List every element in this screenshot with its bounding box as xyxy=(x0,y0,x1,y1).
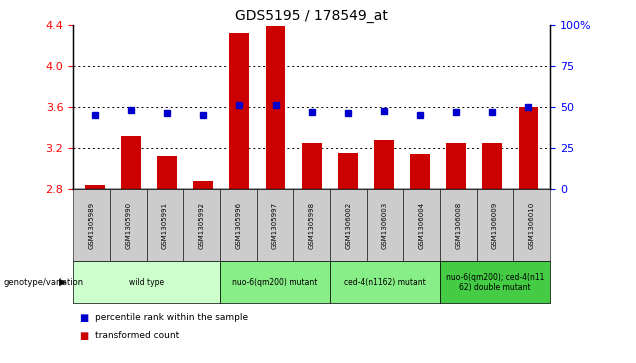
Text: GSM1305992: GSM1305992 xyxy=(198,201,205,249)
Text: ■: ■ xyxy=(80,331,89,341)
Bar xyxy=(230,33,249,189)
Text: ▶: ▶ xyxy=(59,277,67,287)
Text: wild type: wild type xyxy=(129,278,164,287)
Bar xyxy=(518,107,539,189)
Text: genotype/variation: genotype/variation xyxy=(3,278,83,287)
Bar xyxy=(157,156,177,189)
Bar xyxy=(121,136,141,189)
Text: GSM1306010: GSM1306010 xyxy=(529,201,535,249)
Text: GSM1305998: GSM1305998 xyxy=(308,201,315,249)
Bar xyxy=(482,143,502,189)
Text: GSM1305997: GSM1305997 xyxy=(272,201,278,249)
Text: nuo-6(qm200) mutant: nuo-6(qm200) mutant xyxy=(232,278,317,287)
Text: GSM1306004: GSM1306004 xyxy=(418,201,425,249)
Text: ■: ■ xyxy=(80,313,89,323)
Text: GSM1306003: GSM1306003 xyxy=(382,201,388,249)
Text: nuo-6(qm200); ced-4(n11
62) double mutant: nuo-6(qm200); ced-4(n11 62) double mutan… xyxy=(446,273,544,292)
Bar xyxy=(374,140,394,189)
Text: GSM1305991: GSM1305991 xyxy=(162,201,168,249)
Text: percentile rank within the sample: percentile rank within the sample xyxy=(95,313,249,322)
Text: GSM1305996: GSM1305996 xyxy=(235,201,241,249)
Bar xyxy=(193,180,213,189)
Bar xyxy=(410,154,430,189)
Text: GSM1305989: GSM1305989 xyxy=(88,201,95,249)
Title: GDS5195 / 178549_at: GDS5195 / 178549_at xyxy=(235,9,388,23)
Bar xyxy=(338,153,357,189)
Bar xyxy=(85,185,105,189)
Text: GSM1305990: GSM1305990 xyxy=(125,201,131,249)
Bar xyxy=(446,143,466,189)
Text: GSM1306009: GSM1306009 xyxy=(492,201,498,249)
Text: ced-4(n1162) mutant: ced-4(n1162) mutant xyxy=(344,278,426,287)
Text: GSM1306002: GSM1306002 xyxy=(345,201,351,249)
Text: GSM1306008: GSM1306008 xyxy=(455,201,461,249)
Text: transformed count: transformed count xyxy=(95,331,179,340)
Bar xyxy=(266,26,286,189)
Bar xyxy=(301,143,322,189)
